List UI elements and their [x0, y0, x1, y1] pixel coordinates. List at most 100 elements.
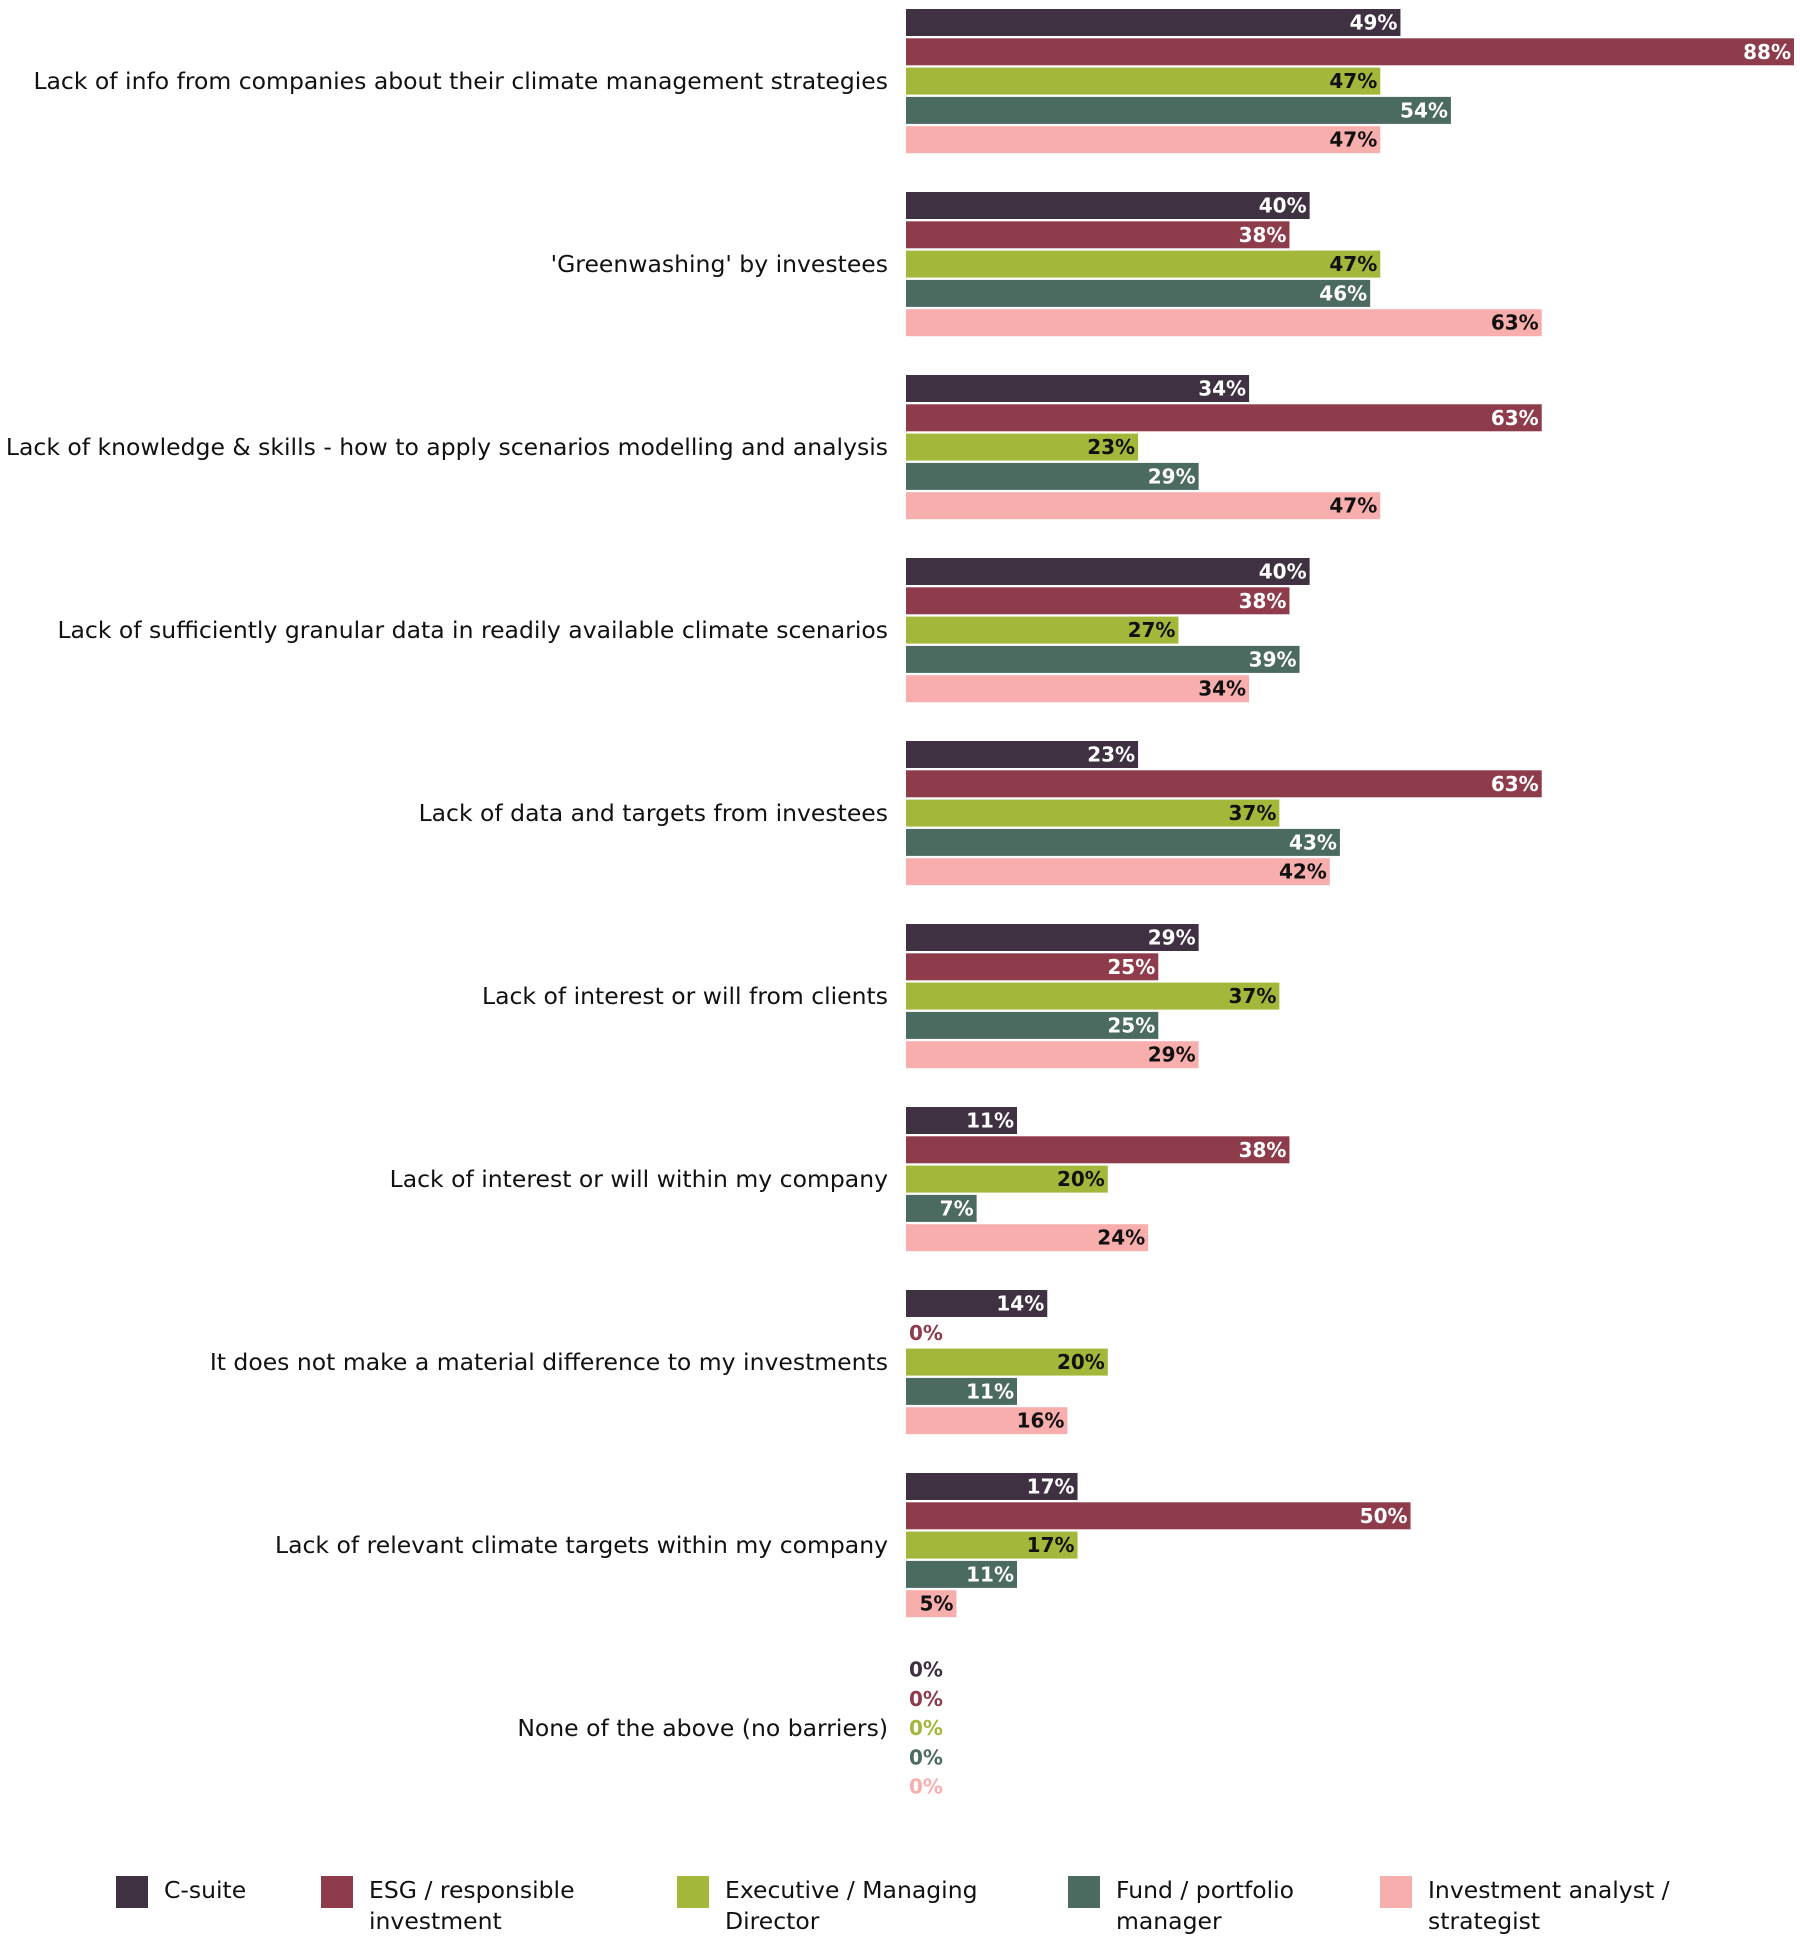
data-label: 17% [1027, 1475, 1075, 1499]
bar [906, 1011, 1159, 1039]
data-label: 23% [1087, 435, 1135, 459]
data-label: 25% [1107, 1013, 1155, 1037]
data-label: 27% [1128, 618, 1176, 642]
bar [906, 1290, 1048, 1317]
data-label: 38% [1239, 1138, 1287, 1162]
data-label: 16% [1017, 1409, 1065, 1433]
category-group: 'Greenwashing' by investees 40% 38% 47% 46% 6… [551, 192, 1542, 337]
bar [906, 279, 1371, 307]
bar [906, 587, 1290, 615]
bar [906, 558, 1310, 585]
legend-label: Executive / Managing [725, 1876, 978, 1904]
bar [906, 1590, 957, 1618]
legend-label: strategist [1428, 1907, 1540, 1935]
category-group: Lack of interest or will from clients 29%… [482, 924, 1280, 1069]
bar [906, 770, 1542, 798]
category-label: Lack of relevant climate targets within … [275, 1531, 888, 1559]
bar [906, 924, 1199, 951]
bar [906, 828, 1340, 856]
data-label: 29% [1148, 464, 1196, 488]
category-group: Lack of info from companies about their … [33, 9, 1794, 154]
category-label: Lack of data and targets from investees [419, 799, 888, 827]
data-label: 63% [1491, 311, 1539, 335]
category-label: Lack of info from companies about their … [33, 67, 888, 95]
data-label: 50% [1360, 1504, 1408, 1528]
category-label: Lack of sufficiently granular data in re… [57, 616, 888, 644]
legend-label: investment [369, 1907, 502, 1935]
legend-swatch [321, 1876, 353, 1908]
data-label: 11% [966, 1109, 1014, 1133]
category-group: It does not make a material difference t… [210, 1290, 1108, 1435]
bar [906, 9, 1401, 36]
data-label: 29% [1148, 926, 1196, 950]
data-label: 49% [1350, 11, 1398, 35]
data-label: 24% [1097, 1226, 1145, 1250]
data-label: 54% [1400, 98, 1448, 122]
data-label: 88% [1743, 40, 1791, 64]
category-label: 'Greenwashing' by investees [551, 250, 888, 278]
data-label: 40% [1259, 194, 1307, 218]
bar [906, 96, 1451, 124]
data-label: 47% [1329, 128, 1377, 152]
data-label: 38% [1239, 223, 1287, 247]
legend-label: Director [725, 1907, 820, 1935]
data-label: 47% [1329, 494, 1377, 518]
legend: C-suite ESG / responsible investment Execut… [116, 1876, 1670, 1935]
category-label: Lack of knowledge & skills - how to appl… [6, 433, 888, 461]
legend-item: ESG / responsible investment [321, 1876, 575, 1935]
data-label: 63% [1491, 406, 1539, 430]
category-group: Lack of sufficiently granular data in re… [57, 558, 1310, 703]
legend-label: Fund / portfolio [1116, 1876, 1294, 1904]
bar [906, 250, 1381, 278]
bar [906, 375, 1250, 402]
data-label: 0% [909, 1687, 943, 1711]
legend-item: Investment analyst / strategist [1380, 1876, 1670, 1935]
legend-label: C-suite [164, 1876, 246, 1904]
data-label: 0% [909, 1321, 943, 1345]
bar [906, 1224, 1149, 1252]
bar [906, 404, 1542, 432]
category-group: Lack of relevant climate targets within … [275, 1473, 1411, 1618]
legend-item: Fund / portfolio manager [1068, 1876, 1294, 1935]
legend-label: ESG / responsible [369, 1876, 575, 1904]
data-label: 20% [1057, 1350, 1105, 1374]
category-group: Lack of knowledge & skills - how to appl… [6, 375, 1542, 520]
bar [906, 462, 1199, 490]
bar [906, 309, 1542, 337]
category-group: None of the above (no barriers) 0% 0% 0% 0% 0… [517, 1658, 943, 1799]
bar [906, 1107, 1017, 1134]
data-label: 0% [909, 1716, 943, 1740]
legend-item: Executive / Managing Director [677, 1876, 978, 1935]
legend-swatch [1380, 1876, 1412, 1908]
data-label: 0% [909, 1775, 943, 1799]
category-label: Lack of interest or will from clients [482, 982, 888, 1010]
bar [906, 221, 1290, 249]
bar [906, 675, 1250, 703]
category-group: Lack of data and targets from investees 2… [419, 741, 1542, 886]
data-label: 34% [1198, 677, 1246, 701]
data-label: 14% [996, 1292, 1044, 1316]
bar [906, 1165, 1108, 1193]
bar [906, 982, 1280, 1010]
data-label: 47% [1329, 69, 1377, 93]
bar [906, 1531, 1078, 1559]
bar [906, 1377, 1017, 1405]
data-label: 47% [1329, 252, 1377, 276]
bar [906, 645, 1300, 673]
category-label: None of the above (no barriers) [517, 1714, 888, 1742]
data-label: 34% [1198, 377, 1246, 401]
data-label: 7% [940, 1196, 974, 1220]
data-label: 38% [1239, 589, 1287, 613]
category-label: It does not make a material difference t… [210, 1348, 888, 1376]
bar [906, 433, 1139, 461]
bar [906, 1407, 1068, 1435]
legend-item: C-suite [116, 1876, 246, 1908]
bar [906, 1041, 1199, 1069]
data-label: 0% [909, 1745, 943, 1769]
data-label: 20% [1057, 1167, 1105, 1191]
data-label: 46% [1319, 281, 1367, 305]
data-label: 43% [1289, 830, 1337, 854]
data-label: 11% [966, 1562, 1014, 1586]
data-label: 17% [1027, 1533, 1075, 1557]
